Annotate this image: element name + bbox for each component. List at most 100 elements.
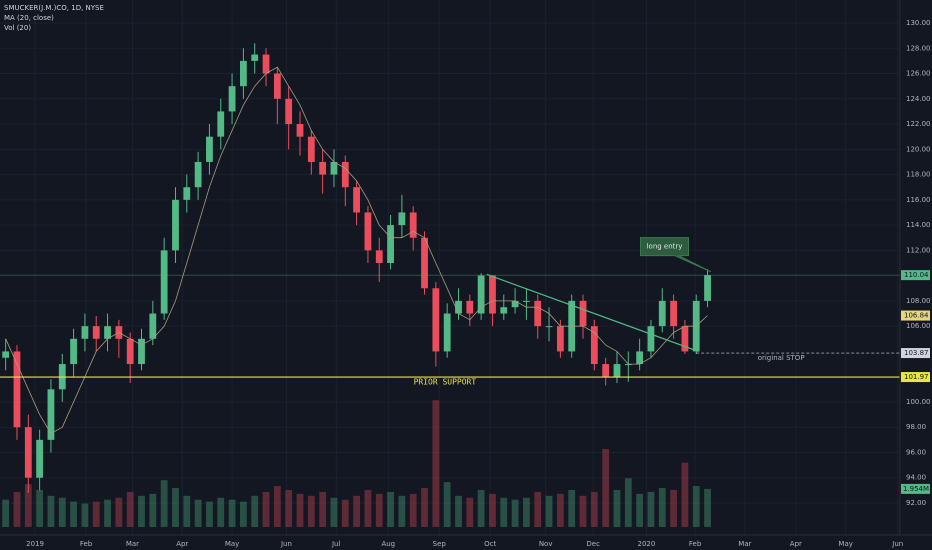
candle-body: [432, 288, 440, 352]
volume-bar: [364, 489, 372, 527]
x-tick-label: May: [838, 540, 852, 548]
y-tick-label: 124.00: [906, 95, 931, 103]
volume-bar: [568, 489, 576, 527]
volume-bar: [409, 493, 417, 527]
volume-bar: [387, 491, 394, 527]
volume-bar: [2, 499, 10, 527]
volume-bar: [579, 495, 587, 527]
volume-bar: [489, 493, 496, 527]
volume-bar: [477, 489, 485, 527]
x-tick-label: 2019: [26, 540, 44, 548]
volume-bar: [421, 488, 428, 527]
y-tick-label: 94.00: [906, 474, 926, 482]
x-tick-label: Mar: [126, 540, 139, 548]
trendline: [486, 273, 699, 352]
volume-bar: [228, 499, 236, 527]
volume-bar: [330, 497, 338, 527]
volume-bar: [194, 499, 202, 527]
candle-body: [262, 54, 270, 74]
y-tick-label: 106.00: [906, 322, 931, 330]
candle-body: [217, 111, 225, 137]
candle-body: [228, 86, 236, 112]
volume-bar: [556, 493, 564, 527]
callout-box: [640, 237, 712, 273]
candle-body: [602, 364, 610, 377]
volume-bar: [183, 495, 191, 527]
y-tick-label: 122.00: [906, 120, 931, 128]
volume-bar: [104, 499, 111, 527]
volume-bar: [273, 486, 281, 527]
volume-bar: [13, 491, 21, 527]
x-tick-label: Dec: [586, 540, 600, 548]
candle-body: [658, 300, 666, 327]
y-tick-label: 120.00: [906, 145, 931, 153]
volume-bar: [81, 503, 89, 527]
candle-body: [500, 307, 508, 314]
y-tick-label: 130.00: [906, 19, 931, 27]
candle-body: [70, 338, 77, 365]
volume-bar: [160, 480, 168, 527]
volume-bar: [319, 491, 327, 527]
price-marker: [901, 348, 930, 359]
candle-body: [409, 212, 417, 238]
volume-bar: [534, 491, 542, 527]
candle-body: [489, 275, 496, 314]
volume-bar: [58, 497, 66, 527]
y-tick-label: 92.00: [906, 499, 926, 507]
volume-bar: [285, 489, 293, 527]
callout-text: long entry: [647, 243, 683, 251]
candle-body: [126, 338, 134, 365]
candle-body: [13, 351, 21, 428]
volume-label: Vol (20): [4, 24, 31, 32]
volume-bar: [613, 489, 621, 527]
volume-bar: [375, 493, 383, 527]
volume-bar: [443, 482, 451, 527]
candle-body: [704, 275, 711, 301]
candle-body: [421, 237, 428, 289]
volume-bar: [466, 497, 474, 527]
y-tick-label: 118.00: [906, 171, 931, 179]
y-tick-label: 98.00: [906, 423, 926, 431]
volume-bar: [624, 478, 632, 527]
candle-body: [138, 338, 145, 365]
x-tick-label: 2020: [638, 540, 656, 548]
volume-bar: [602, 449, 610, 527]
indicator-label: MA (20, close): [4, 14, 54, 22]
volume-bar: [658, 488, 666, 527]
axis-layer: 130.00 128.00 126.00 124.00 122.00 120.00 118.…: [26, 19, 930, 548]
volume-bar: [296, 493, 304, 527]
volume-bar: [307, 495, 315, 527]
volume-bar: [341, 499, 349, 527]
y-tick-label: 108.00: [906, 297, 931, 305]
x-tick-label: Mar: [738, 540, 751, 548]
candle-body: [477, 275, 485, 314]
x-tick-label: Jun: [891, 540, 903, 548]
volume-bar: [70, 501, 77, 527]
x-tick-label: Sep: [433, 540, 447, 548]
candle-body: [104, 326, 111, 339]
volume-marker-label: 1.954M: [903, 485, 929, 493]
support-text: PRIOR SUPPORT: [414, 378, 477, 387]
candle-body: [206, 136, 213, 162]
candle-body: [455, 300, 462, 314]
candle-body: [375, 250, 383, 263]
volume-bar: [138, 495, 145, 527]
candle-body: [443, 313, 451, 352]
y-tick-label: 112.00: [906, 246, 931, 254]
stop-text: original STOP: [758, 354, 805, 362]
candle-body: [296, 124, 304, 137]
volume-bar: [590, 491, 598, 527]
volume-bar: [523, 497, 530, 527]
candle-body: [183, 187, 191, 200]
candle-body: [285, 98, 293, 125]
candle-body: [2, 351, 10, 358]
plot-layer: [2, 43, 711, 493]
candle-body: [251, 54, 259, 61]
candle-body: [624, 364, 632, 366]
moving-average: [5, 66, 708, 435]
x-tick-label: Jul: [331, 540, 341, 548]
price-marker-label: 106.84: [904, 312, 929, 320]
candle-body: [364, 212, 372, 251]
volume-bar: [692, 486, 700, 527]
